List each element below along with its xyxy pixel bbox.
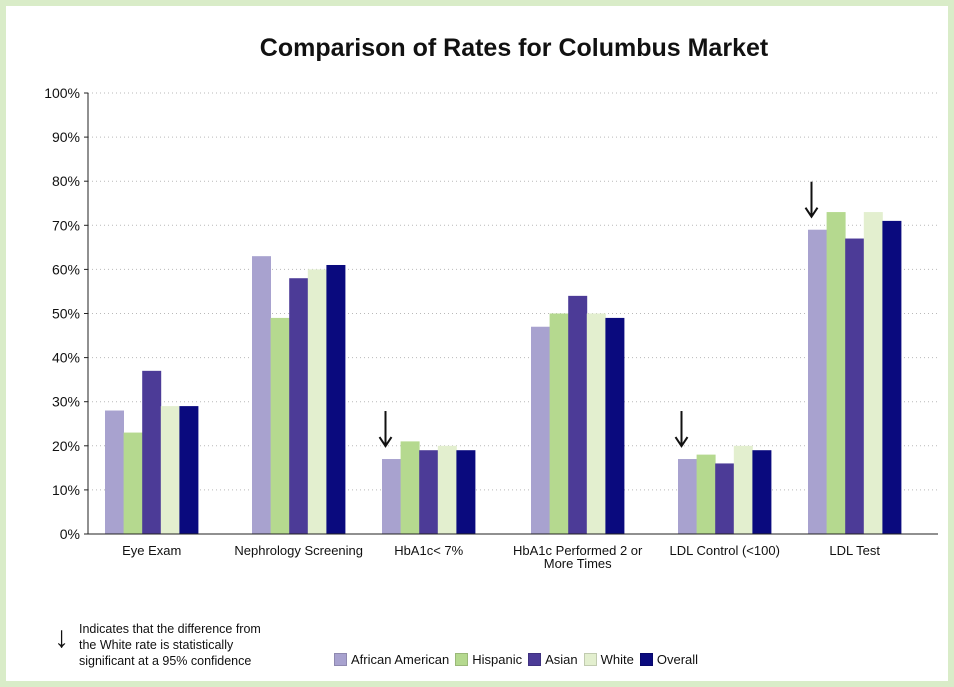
bar-chart: 0% 10% 20% 30% 40% 50% 60% 70% 80% 90% 100% Eye Exa…	[44, 85, 938, 571]
significance-arrow-icon	[674, 411, 689, 448]
legend-label: Hispanic	[472, 652, 523, 667]
y-tick-label: 40%	[52, 350, 80, 366]
legend-swatch	[583, 653, 597, 666]
y-tick-label: 60%	[52, 261, 80, 277]
bar	[549, 313, 569, 534]
bar	[733, 445, 753, 534]
legend-label: African American	[351, 652, 450, 667]
bar	[400, 441, 420, 534]
legend-item: Asian	[528, 652, 578, 667]
bar	[142, 370, 162, 534]
significance-arrow-icon	[378, 411, 393, 448]
x-category-label: HbA1c< 7%	[394, 543, 463, 558]
bar	[808, 229, 827, 534]
footnote-text: Indicates that the difference from the W…	[79, 622, 261, 668]
y-tick-label: 90%	[52, 129, 80, 145]
y-tick-label: 30%	[52, 394, 80, 410]
y-tick-label: 20%	[52, 438, 80, 454]
bar	[882, 220, 902, 534]
y-tick-label: 70%	[52, 217, 80, 233]
y-tick-label: 50%	[52, 306, 80, 322]
x-category-label: More Times	[544, 556, 612, 571]
bar	[105, 410, 124, 534]
bar	[605, 317, 625, 534]
legend-swatch	[334, 653, 347, 666]
chart-frame: Comparison of Rates for Columbus Market …	[6, 6, 948, 681]
legend-item: African American	[334, 652, 449, 667]
x-category-label: HbA1c Performed 2 or	[513, 543, 643, 558]
bar	[752, 450, 772, 534]
bar	[382, 459, 401, 534]
bars	[105, 212, 902, 534]
bar	[419, 450, 439, 534]
y-tick-label: 100%	[44, 85, 80, 101]
bar	[307, 269, 327, 534]
bar	[123, 432, 143, 534]
bar	[160, 406, 180, 534]
x-category-label: LDL Test	[829, 543, 880, 558]
x-category-label: Eye Exam	[122, 543, 181, 558]
arrow-head	[378, 436, 393, 448]
bar	[826, 212, 846, 534]
footnote: ↓ Indicates that the difference from the…	[54, 621, 299, 669]
bar	[326, 264, 346, 534]
chart-title: Comparison of Rates for Columbus Market	[259, 34, 769, 62]
bar	[586, 313, 606, 534]
axes	[84, 92, 938, 535]
gridlines	[88, 92, 938, 491]
legend-label: Asian	[545, 652, 578, 667]
y-tick-label: 0%	[60, 526, 80, 542]
bar	[456, 450, 476, 534]
legend-item: Overall	[639, 652, 699, 667]
bar	[289, 278, 309, 534]
legend-item: Hispanic	[455, 652, 522, 667]
significance-arrow-icon: ↓	[54, 621, 69, 654]
legend-swatch	[639, 653, 653, 666]
legend-swatch	[455, 653, 469, 666]
x-category-label: Nephrology Screening	[234, 543, 363, 558]
bar	[568, 295, 588, 534]
bar	[437, 445, 457, 534]
bar	[531, 326, 550, 534]
bar	[696, 454, 716, 534]
bar	[678, 459, 697, 534]
bar	[845, 238, 865, 534]
significance-arrow-icon	[804, 181, 819, 219]
legend-swatch	[528, 653, 542, 666]
bar	[863, 212, 883, 534]
legend: African American Hispanic Asian White Overal…	[334, 652, 704, 667]
bar	[179, 406, 199, 534]
arrow-head	[674, 436, 689, 448]
bar	[252, 256, 271, 534]
axis-labels: 0% 10% 20% 30% 40% 50% 60% 70% 80% 90% 100% Eye Exa…	[44, 85, 880, 571]
bar	[270, 317, 290, 534]
x-category-label: LDL Control (<100)	[669, 543, 779, 558]
legend-label: White	[600, 652, 634, 667]
y-tick-label: 10%	[52, 482, 80, 498]
y-tick-label: 80%	[52, 173, 80, 189]
legend-item: White	[583, 652, 634, 667]
bar	[715, 463, 735, 534]
legend-label: Overall	[656, 652, 699, 667]
significance-arrows	[378, 181, 819, 448]
arrow-head	[804, 207, 819, 219]
